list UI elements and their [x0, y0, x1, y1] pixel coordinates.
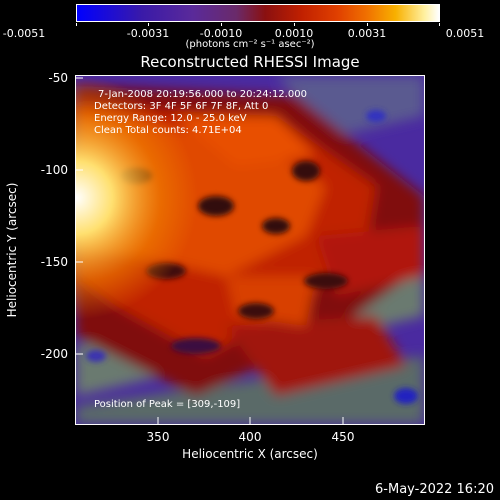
x-tick-label: 450 — [331, 430, 355, 444]
annotation-peak: Position of Peak = [309,-109] — [94, 399, 241, 410]
colorbar-tick-label: -0.0031 — [126, 27, 170, 40]
y-tick-label: -50 — [48, 71, 68, 85]
annotation-time: 7-Jan-2008 20:19:56.000 to 20:24:12.000 — [98, 89, 307, 100]
colorbar-tick-label: 0.0010 — [274, 27, 314, 40]
colorbar — [76, 4, 440, 22]
x-tick-label: 400 — [238, 430, 262, 444]
plot-title: Reconstructed RHESSI Image — [140, 53, 360, 71]
colorbar-tick-label: 0.0031 — [347, 27, 387, 40]
annotation-energy: Energy Range: 12.0 - 25.0 keV — [94, 113, 247, 124]
y-tick-label: -100 — [40, 163, 68, 177]
image-plot: 7-Jan-2008 20:19:56.000 to 20:24:12.000 … — [75, 75, 425, 425]
x-axis-label: Heliocentric X (arcsec) — [182, 447, 318, 461]
colorbar-tick-label: 0.0051 — [445, 27, 485, 40]
colorbar-tick-label: -0.0010 — [199, 27, 243, 40]
colorbar-units: (photons cm⁻² s⁻¹ asec⁻²) — [185, 39, 315, 50]
rhessi-image — [76, 76, 424, 424]
y-tick-label: -200 — [40, 347, 68, 361]
annotation-detectors: Detectors: 3F 4F 5F 6F 7F 8F, Att 0 — [94, 101, 269, 112]
timestamp: 6-May-2022 16:20 — [375, 482, 494, 497]
colorbar-tick-label: -0.0051 — [2, 27, 46, 40]
y-tick-label: -150 — [40, 255, 68, 269]
y-axis-label: Heliocentric Y (arcsec) — [5, 182, 19, 318]
x-tick-label: 350 — [146, 430, 170, 444]
annotation-clean: Clean Total counts: 4.71E+04 — [94, 125, 242, 136]
